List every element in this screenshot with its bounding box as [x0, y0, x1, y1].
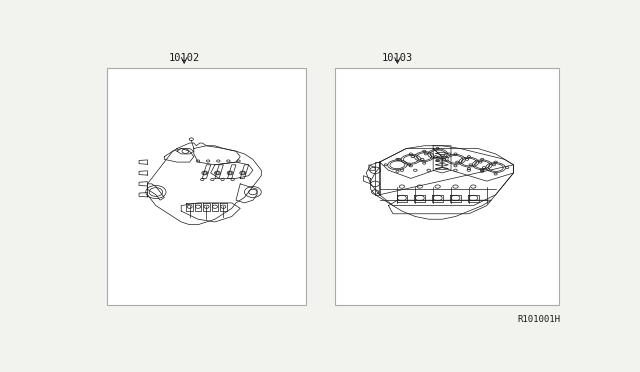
Bar [335, 68, 559, 305]
Bar [108, 68, 306, 305]
Text: 10102: 10102 [168, 52, 200, 62]
Text: R101001H: R101001H [517, 315, 560, 324]
Text: 10103: 10103 [382, 52, 413, 62]
